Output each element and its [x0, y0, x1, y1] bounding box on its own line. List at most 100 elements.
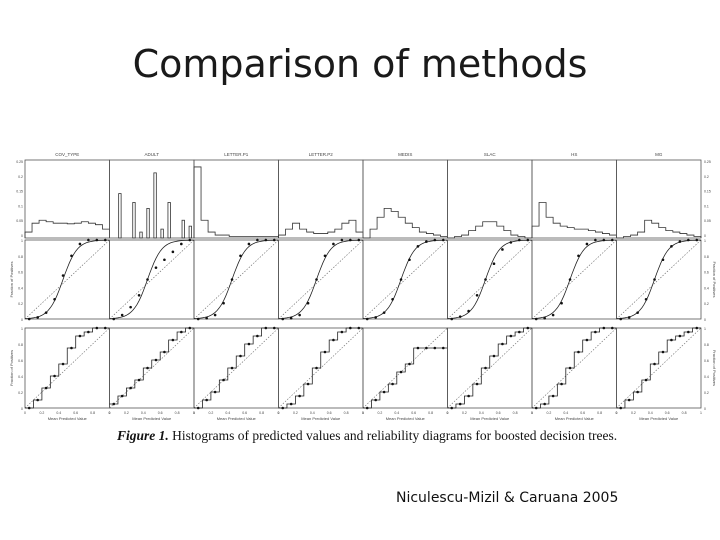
figure: COV_TYPE 0 0.2 0.4 0.6 0.8 1 Mean Predicted Val… — [0, 150, 720, 450]
point-r1-c7-5 — [661, 258, 665, 262]
point-r1-c2-8 — [264, 238, 268, 242]
rel-right-tick-r1-2: 0.6 — [704, 271, 709, 275]
point-r2-c4-7 — [425, 346, 428, 350]
point-r1-c2-6 — [247, 242, 251, 246]
point-r1-c7-3 — [644, 297, 648, 301]
x-tick-c7-4: 0.8 — [682, 411, 687, 415]
point-r2-c2-5 — [239, 354, 242, 358]
hist-bar-1-1 — [118, 193, 122, 239]
x-tick-c3-2: 0.4 — [310, 411, 315, 415]
point-r1-c5-4 — [484, 278, 487, 281]
x-tick-c7-5: 1 — [700, 411, 702, 415]
x-tick-c5-0: 0 — [447, 411, 449, 415]
rel-tick-r2-0: 1 — [21, 327, 23, 331]
x-tick-c4-5: 1 — [447, 411, 449, 415]
panel-frame-r0-c1 — [109, 159, 195, 239]
point-r1-c4-4 — [399, 278, 403, 281]
point-r1-c1-0 — [112, 317, 116, 321]
point-r1-c2-3 — [222, 301, 225, 305]
panel-title-2: LETTER.P1 — [224, 152, 249, 157]
slide-credit: Niculescu-Mizil & Caruana 2005 — [396, 490, 619, 506]
point-r1-c7-4 — [653, 278, 656, 281]
x-tick-c0-2: 0.4 — [56, 411, 61, 415]
point-r1-c6-2 — [551, 313, 555, 317]
point-r2-c0-1 — [36, 398, 39, 402]
x-tick-c2-0: 0 — [193, 411, 195, 415]
rel-tick-r2-3: 0.4 — [18, 375, 23, 379]
hist-outline-2 — [193, 166, 279, 238]
point-r1-c5-1 — [458, 315, 462, 318]
figure-caption: Figure 1. Histograms of predicted values… — [117, 428, 677, 444]
point-r1-c4-9 — [441, 238, 445, 242]
point-r2-c1-0 — [112, 402, 116, 406]
x-tick-c6-3: 0.6 — [580, 411, 585, 415]
point-r1-c3-3 — [306, 301, 310, 305]
rel-tick-r2-1: 0.8 — [18, 343, 23, 347]
point-r1-c1-9 — [188, 238, 192, 242]
rel-tick-r1-4: 0.2 — [18, 302, 23, 306]
point-r1-c5-3 — [475, 294, 479, 297]
caption-text: Histograms of predicted values and relia… — [172, 428, 618, 443]
x-tick-c3-5: 1 — [362, 411, 364, 415]
step-curve-c7 — [616, 327, 701, 409]
point-r1-c5-2 — [467, 309, 470, 313]
point-r2-c0-0 — [27, 406, 31, 410]
point-r2-c6-3 — [560, 382, 563, 386]
rel-right-tick-r1-5: 0 — [704, 318, 706, 322]
point-r2-c7-0 — [619, 406, 623, 410]
x-tick-c5-4: 0.8 — [513, 411, 518, 415]
point-r2-c7-9 — [695, 326, 699, 330]
hist-outline-7 — [616, 219, 702, 239]
point-r2-c1-7 — [171, 338, 175, 342]
point-r1-c6-3 — [560, 301, 563, 305]
x-axis-label-c5: Mean Predicted Value — [470, 416, 510, 421]
x-tick-c0-0: 0 — [24, 411, 26, 415]
point-r1-c7-1 — [627, 316, 631, 319]
point-r2-c2-2 — [213, 390, 217, 394]
rel-right-tick-r2-4: 0.2 — [704, 391, 709, 395]
point-r2-c1-9 — [188, 326, 192, 330]
rel-tick-r2-2: 0.6 — [18, 359, 23, 363]
x-tick-c2-5: 1 — [278, 411, 280, 415]
step-curve-c5 — [447, 327, 532, 409]
point-r1-c2-7 — [256, 238, 259, 242]
point-r1-c5-8 — [518, 238, 521, 242]
point-r2-c6-4 — [568, 366, 572, 370]
rel-tick-r1-0: 1 — [21, 239, 23, 243]
point-r2-c5-1 — [458, 402, 462, 406]
point-r2-c6-5 — [577, 350, 580, 354]
x-tick-c5-5: 1 — [531, 411, 533, 415]
fit-curve-c7 — [616, 239, 701, 319]
point-r2-c3-8 — [349, 326, 352, 330]
x-axis-label-c1: Mean Predicted Value — [132, 416, 172, 421]
point-r1-c1-6 — [163, 258, 166, 262]
rel-right-tick-r2-1: 0.8 — [704, 343, 709, 347]
x-tick-c1-3: 0.6 — [158, 411, 163, 415]
rel-right-tick-r2-0: 1 — [704, 327, 706, 331]
point-r1-c3-8 — [349, 238, 352, 242]
diagonal-r1-c1 — [109, 239, 195, 320]
point-r1-c0-5 — [70, 254, 73, 258]
point-r1-c7-0 — [619, 317, 623, 321]
point-r1-c7-2 — [636, 311, 639, 314]
y-axis-label-right-r1: Fraction of Positives — [712, 261, 717, 297]
panel-title-5: SLAC — [484, 152, 497, 157]
point-r2-c5-5 — [492, 354, 496, 358]
hist-bar-1-3 — [132, 202, 136, 239]
fit-curve-c4 — [362, 239, 448, 319]
point-r2-c1-8 — [180, 330, 183, 334]
x-tick-c2-3: 0.6 — [242, 411, 247, 415]
x-tick-c3-3: 0.6 — [327, 411, 332, 415]
x-tick-c4-4: 0.8 — [428, 411, 433, 415]
point-r2-c0-9 — [103, 326, 107, 330]
point-r1-c5-9 — [526, 238, 530, 242]
y-axis-label-r2: Fraction of Positives — [9, 350, 14, 386]
panel-frame-r2-c7 — [616, 327, 702, 409]
panel-title-6: HS — [571, 152, 577, 157]
point-r2-c2-0 — [196, 406, 200, 410]
point-r1-c4-6 — [416, 245, 420, 248]
x-tick-c2-2: 0.4 — [225, 411, 230, 415]
hist-right-tick-5: 0 — [704, 234, 706, 238]
fit-curve-c2 — [193, 239, 279, 319]
point-r2-c4-9 — [441, 346, 445, 350]
